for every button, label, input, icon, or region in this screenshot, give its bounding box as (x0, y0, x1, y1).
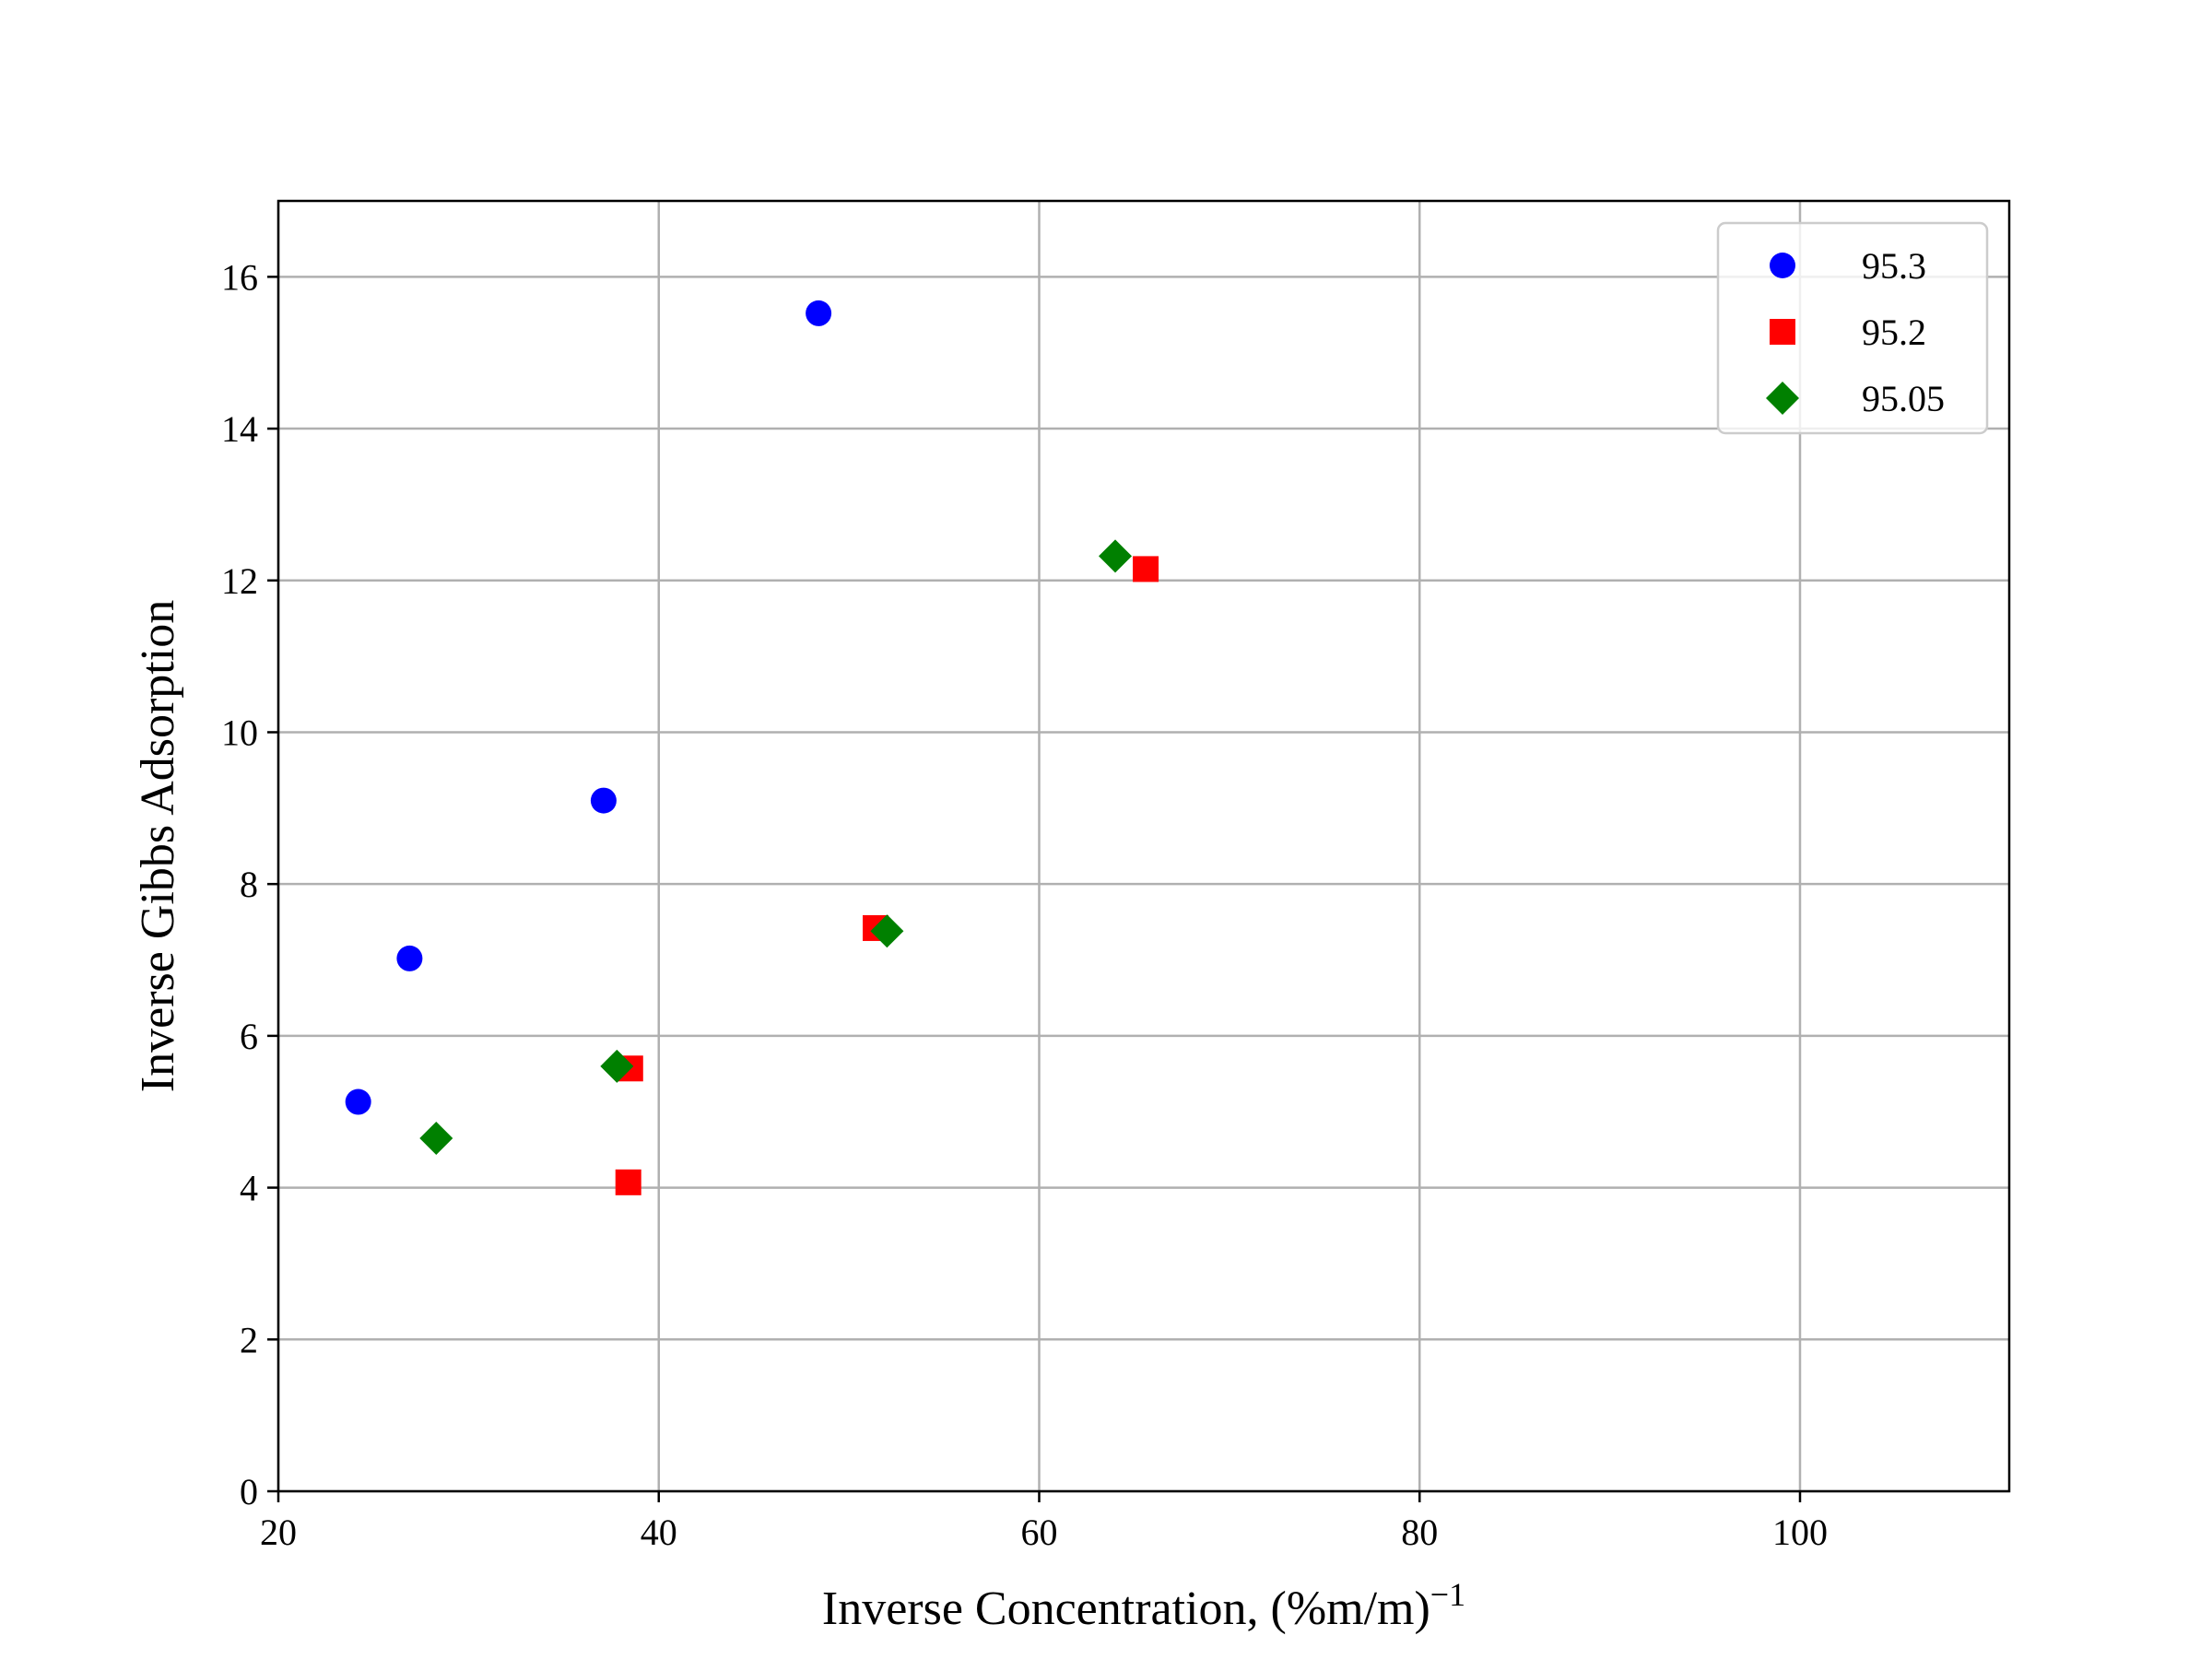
y-tick-label: 6 (240, 1016, 258, 1057)
x-axis-label-main: Inverse Concentration, (%m/m) (822, 1583, 1430, 1635)
data-point-diamond (870, 914, 904, 948)
y-tick-label: 2 (240, 1319, 258, 1360)
plot-frame (276, 199, 2011, 1493)
y-tick-label: 14 (221, 408, 258, 450)
data-point-diamond (1099, 539, 1133, 573)
legend: 95.3 95.2 95.05 (1716, 221, 1989, 435)
legend-marker-diamond (1766, 382, 1799, 415)
axis-ticks: 20 40 60 80 100 0 2 4 6 8 10 12 14 16 (221, 256, 1828, 1553)
legend-label: 95.3 (1862, 245, 1926, 287)
x-axis-label-superscript: −1 (1430, 1576, 1465, 1613)
data-point-circle (590, 787, 617, 814)
x-tick-label: 80 (1401, 1512, 1438, 1553)
data-point-square (615, 1169, 641, 1195)
data-point-circle (806, 300, 832, 326)
y-tick-label: 0 (240, 1471, 258, 1512)
y-tick-label: 16 (221, 256, 258, 298)
x-tick-label: 60 (1020, 1512, 1057, 1553)
legend-label: 95.2 (1862, 312, 1926, 353)
x-tick-label: 40 (641, 1512, 677, 1553)
x-axis-label: Inverse Concentration, (%m/m)−1 (822, 1576, 1465, 1635)
x-tick-label: 20 (260, 1512, 297, 1553)
x-tick-label: 100 (1772, 1512, 1828, 1553)
y-tick-label: 4 (240, 1168, 258, 1209)
legend-marker-circle (1770, 253, 1795, 278)
data-points (345, 300, 1159, 1195)
y-tick-label: 10 (221, 712, 258, 753)
data-point-circle (345, 1088, 371, 1115)
y-tick-label: 8 (240, 864, 258, 905)
data-point-circle (396, 945, 423, 971)
data-point-square (1133, 556, 1159, 582)
legend-marker-square (1770, 319, 1795, 345)
legend-box (1716, 221, 1989, 435)
data-point-diamond (600, 1049, 634, 1083)
y-axis-label: Inverse Gibbs Adsorption (132, 600, 184, 1092)
y-tick-label: 12 (221, 560, 258, 602)
legend-label: 95.05 (1862, 378, 1945, 419)
data-point-diamond (419, 1122, 453, 1156)
